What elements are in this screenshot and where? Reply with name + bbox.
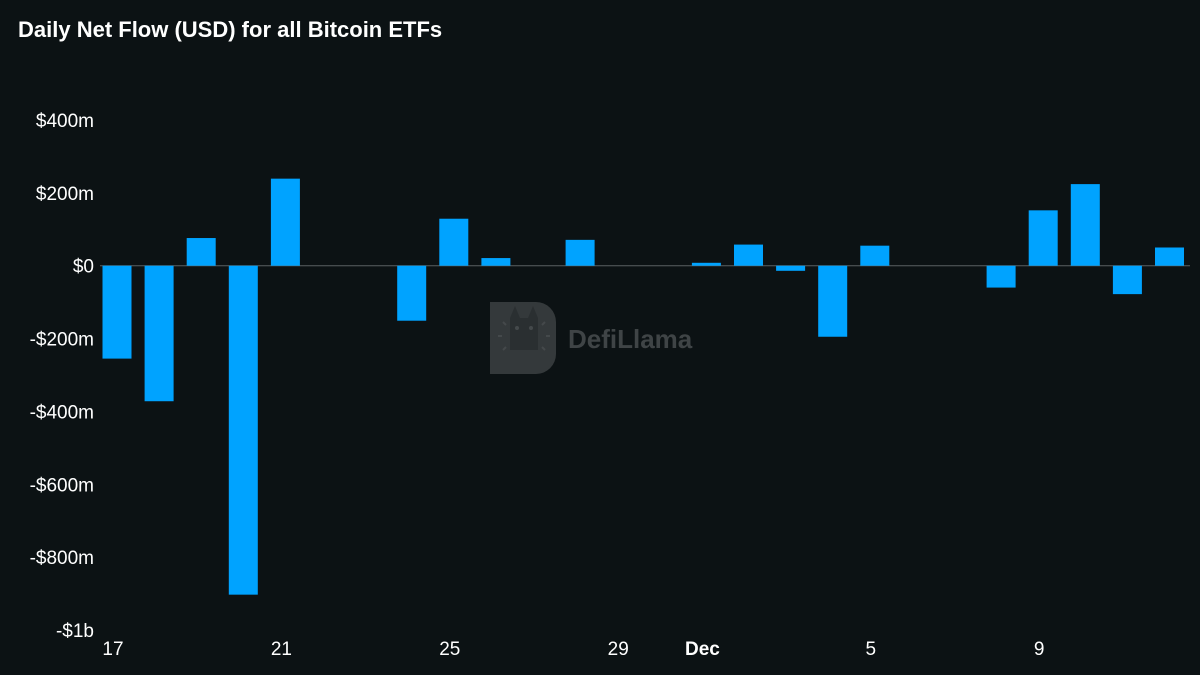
y-tick-label: -$400m [30, 402, 94, 423]
bar-dec-5 [860, 245, 890, 266]
x-tick-label: 21 [271, 639, 292, 660]
llama-logo-icon [490, 302, 556, 374]
bar-nov-17 [102, 265, 132, 359]
bar-nov-18 [144, 265, 174, 402]
bar-dec-8 [986, 265, 1016, 288]
x-tick-label: Dec [685, 639, 720, 660]
x-tick-label: 25 [439, 639, 460, 660]
bar-nov-19 [186, 238, 216, 266]
bar-nov-24 [397, 265, 427, 321]
bar-dec-9 [1028, 210, 1058, 266]
bars [102, 178, 1184, 595]
x-axis: 17 21 25 29 Dec 5 9 [102, 639, 1044, 660]
bar-nov-20 [228, 265, 258, 595]
bar-dec-2 [734, 244, 763, 266]
y-tick-label: -$200m [30, 330, 94, 351]
x-tick-label: 9 [1034, 639, 1045, 660]
bar-dec-4 [818, 265, 848, 337]
bar-dec-11 [1112, 265, 1142, 295]
bar-nov-26 [481, 258, 511, 266]
y-tick-label: -$600m [30, 475, 94, 496]
bar-nov-28 [565, 239, 595, 266]
y-tick-label: $400m [36, 111, 94, 132]
watermark-text: DefiLlama [568, 324, 693, 354]
y-tick-label: -$1b [56, 621, 94, 642]
y-axis: $400m $200m $0 -$200m -$400m -$600m -$800m -$1b [30, 111, 94, 642]
x-tick-label: 17 [102, 639, 123, 660]
x-tick-label: 5 [866, 639, 877, 660]
bar-dec-1 [691, 262, 721, 266]
y-tick-label: $0 [73, 257, 94, 278]
bar-nov-25 [439, 218, 469, 266]
bar-nov-21 [270, 178, 300, 266]
x-tick-label: 29 [608, 639, 629, 660]
bar-dec-3 [776, 265, 806, 271]
defillama-watermark: DefiLlama [490, 302, 693, 374]
y-tick-label: $200m [36, 184, 94, 205]
y-tick-label: -$800m [30, 548, 94, 569]
bar-dec-12 [1155, 247, 1184, 266]
bar-dec-10 [1070, 184, 1100, 266]
chart-title: Daily Net Flow (USD) for all Bitcoin ETF… [18, 17, 443, 42]
